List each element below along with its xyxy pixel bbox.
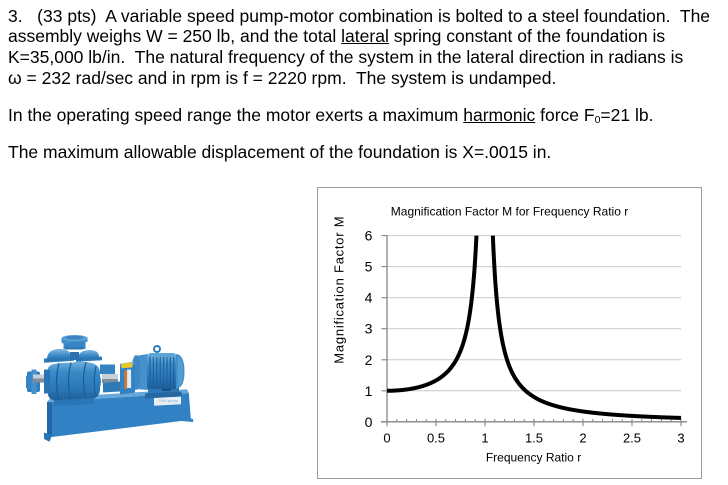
svg-text:0.5: 0.5 <box>427 431 445 446</box>
svg-text:1.5: 1.5 <box>525 431 543 446</box>
svg-text:SIHI pump: SIHI pump <box>159 398 179 403</box>
svg-text:5: 5 <box>365 259 373 275</box>
svg-text:1: 1 <box>365 383 373 399</box>
svg-text:Magnification Factor M for Fre: Magnification Factor M for Frequency Rat… <box>391 205 628 219</box>
svg-text:0: 0 <box>383 431 390 446</box>
svg-text:2.5: 2.5 <box>623 431 641 446</box>
svg-text:0: 0 <box>365 414 373 430</box>
svg-text:2: 2 <box>365 352 373 368</box>
svg-text:Magnification Factor M: Magnification Factor M <box>332 216 347 364</box>
svg-text:6: 6 <box>365 228 373 244</box>
svg-text:3: 3 <box>365 321 373 337</box>
svg-text:Frequency Ratio r: Frequency Ratio r <box>486 451 581 465</box>
svg-text:2: 2 <box>579 431 586 446</box>
svg-text:3: 3 <box>677 431 684 446</box>
svg-text:1: 1 <box>481 431 488 446</box>
svg-text:4: 4 <box>365 290 373 306</box>
